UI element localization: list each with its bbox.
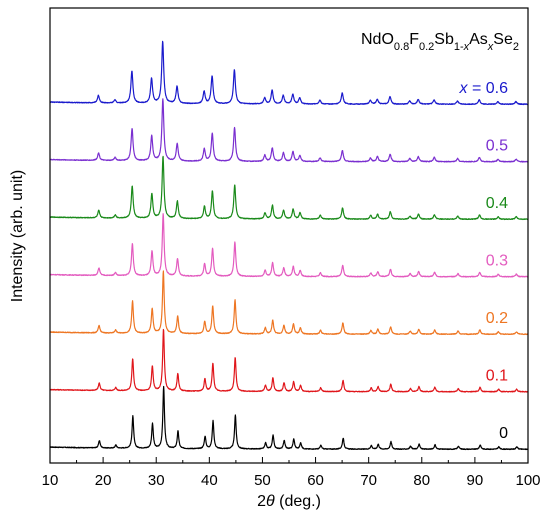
series-label: 0.4	[486, 195, 508, 212]
series-line-x-0.3	[49, 213, 529, 278]
x-axis: 10 20 30 40 50 60 70 80 90 100	[42, 457, 541, 489]
series-line-x-0	[49, 385, 529, 451]
series-label: 0.1	[486, 368, 508, 385]
series-line-x-0.4	[49, 155, 529, 221]
x-axis-title: 2θ (deg.)	[257, 493, 321, 510]
x-tick-label: 30	[148, 472, 165, 489]
y-axis-title: Intensity (arb. unit)	[9, 170, 26, 303]
chart-title: NdO0.8F0.2Sb1-xAsxSe2	[361, 31, 519, 53]
x-tick-label: 70	[360, 472, 377, 489]
series-line-x-0.5	[49, 98, 529, 163]
series-label: 0.3	[486, 253, 508, 270]
series-labels: 0 0.1 0.2 0.3 0.4 0.5 x = 0.6	[459, 80, 509, 442]
x-tick-label: 100	[515, 472, 540, 489]
series-line-x-0.6	[49, 40, 529, 106]
series-label: 0	[499, 425, 508, 442]
series-label: x = 0.6	[459, 80, 509, 97]
x-tick-label: 90	[467, 472, 484, 489]
series-label: 0.5	[486, 138, 508, 155]
x-tick-label: 20	[95, 472, 112, 489]
plot-frame	[49, 7, 529, 464]
series-line-x-0.1	[49, 328, 529, 393]
series-line-x-0.2	[49, 270, 529, 336]
series-layer	[49, 40, 529, 451]
x-tick-label: 50	[254, 472, 271, 489]
series-label: 0.2	[486, 310, 508, 327]
x-tick-label: 80	[413, 472, 430, 489]
x-tick-label: 60	[307, 472, 324, 489]
x-tick-label: 10	[42, 472, 59, 489]
x-tick-label: 40	[201, 472, 218, 489]
